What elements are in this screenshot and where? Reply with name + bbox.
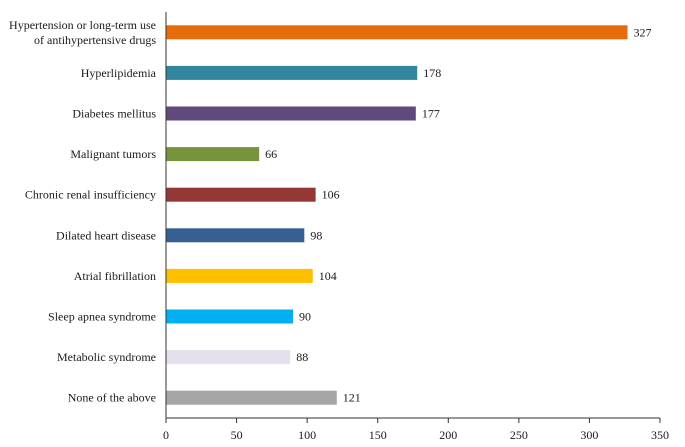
bar-1 xyxy=(166,65,418,80)
category-label-0: Hypertension or long-term use of antihype… xyxy=(9,18,156,47)
value-label-0: 327 xyxy=(634,25,652,39)
category-label-9: None of the above xyxy=(68,391,156,405)
category-label-8: Metabolic syndrome xyxy=(57,350,156,364)
value-label-9: 121 xyxy=(343,391,361,405)
value-label-2: 177 xyxy=(422,107,440,121)
value-label-3: 66 xyxy=(265,147,277,161)
x-tick-label-5: 250 xyxy=(510,428,528,442)
category-label-line: Malignant tumors xyxy=(70,147,156,161)
category-label-line: Dilated heart disease xyxy=(56,228,156,242)
bar-4 xyxy=(166,187,316,202)
value-label-8: 88 xyxy=(296,350,308,364)
category-label-6: Atrial fibrillation xyxy=(74,269,156,283)
category-label-5: Dilated heart disease xyxy=(56,228,156,242)
bar-9 xyxy=(166,390,337,405)
category-label-line: Sleep apnea syndrome xyxy=(48,310,156,324)
bar-3 xyxy=(166,147,260,162)
value-label-6: 104 xyxy=(319,269,337,283)
bar-2 xyxy=(166,106,416,121)
x-tick-label-3: 150 xyxy=(369,428,387,442)
x-tick-label-2: 100 xyxy=(298,428,316,442)
category-label-line: Chronic renal insufficiency xyxy=(25,188,156,202)
value-label-5: 98 xyxy=(310,228,322,242)
category-label-line: None of the above xyxy=(68,391,156,405)
x-tick-label-7: 350 xyxy=(651,428,669,442)
value-label-4: 106 xyxy=(322,188,340,202)
bars-group xyxy=(166,25,628,405)
bar-0 xyxy=(166,25,628,40)
category-label-2: Diabetes mellitus xyxy=(72,107,156,121)
bar-7 xyxy=(166,309,294,324)
axes-group xyxy=(165,12,660,419)
category-label-line: Metabolic syndrome xyxy=(57,350,156,364)
category-label-3: Malignant tumors xyxy=(70,147,156,161)
value-label-1: 178 xyxy=(423,66,441,80)
value-label-7: 90 xyxy=(299,310,311,324)
bar-5 xyxy=(166,228,305,243)
category-label-1: Hyperlipidemia xyxy=(81,66,157,80)
x-tick-label-6: 300 xyxy=(580,428,598,442)
category-label-line: Hypertension or long-term use xyxy=(9,18,156,32)
x-axis-ticks: 0 50 100 150 200 250 300 350 xyxy=(163,418,669,442)
category-label-line: Hyperlipidemia xyxy=(81,66,157,80)
x-tick-label-4: 200 xyxy=(439,428,457,442)
category-label-line: of antihypertensive drugs xyxy=(34,33,156,47)
category-label-4: Chronic renal insufficiency xyxy=(25,188,156,202)
category-label-line: Atrial fibrillation xyxy=(74,269,156,283)
value-labels: 327 178 177 66 106 98 104 90 88 121 xyxy=(265,25,651,404)
bar-6 xyxy=(166,268,313,283)
x-tick-label-0: 0 xyxy=(163,428,169,442)
x-tick-label-1: 50 xyxy=(231,428,243,442)
category-label-7: Sleep apnea syndrome xyxy=(48,310,156,324)
bar-8 xyxy=(166,350,291,365)
category-label-line: Diabetes mellitus xyxy=(72,107,156,121)
category-labels: Hypertension or long-term use of antihype… xyxy=(9,18,157,405)
